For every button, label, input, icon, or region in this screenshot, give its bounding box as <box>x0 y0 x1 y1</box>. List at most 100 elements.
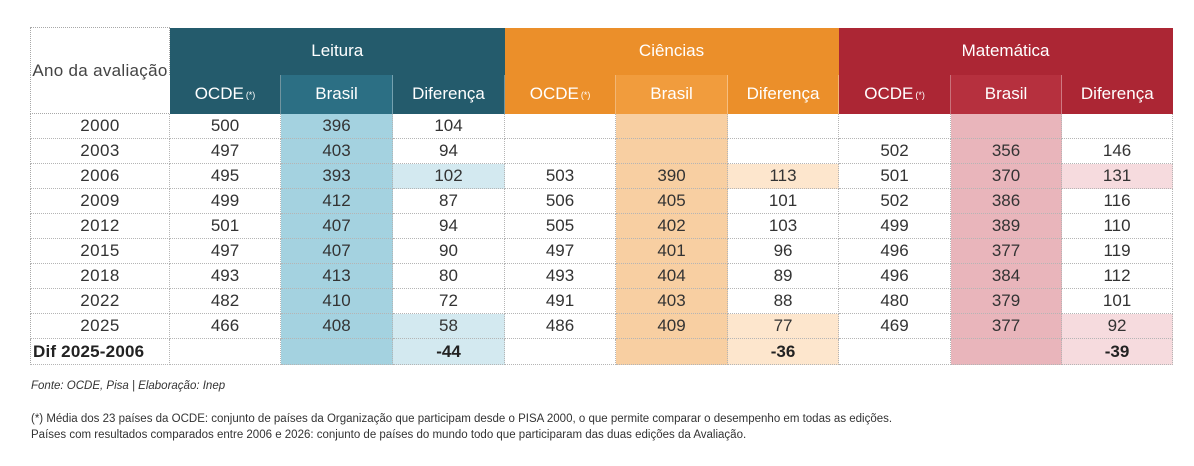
cell-lei-brasil <box>280 338 393 365</box>
cell-mat-brasil: 377 <box>950 313 1063 339</box>
source-note: Fonte: OCDE, Pisa | Elaboração: Inep <box>31 380 226 392</box>
cell-lei-diferenca: 94 <box>392 213 506 239</box>
table-row: 2012 501 407 94 505 402 103 499 389 110 <box>30 213 1174 239</box>
year-cell: 2018 <box>30 263 170 289</box>
cell-mat-diferenca: 101 <box>1061 288 1174 314</box>
footnote-mark: (*) <box>580 90 591 101</box>
cell-mat-brasil: 379 <box>950 288 1063 314</box>
cell-mat-diferenca: 112 <box>1061 263 1174 289</box>
cell-mat-ocde: 480 <box>838 288 952 314</box>
cell-lei-diferenca: 72 <box>392 288 506 314</box>
cell-cie-brasil: 405 <box>615 188 729 214</box>
cell-cie-ocde <box>504 138 617 164</box>
year-cell: Dif 2025-2006 <box>30 338 170 365</box>
cell-mat-diferenca: 131 <box>1061 163 1174 189</box>
cell-lei-brasil: 410 <box>280 288 393 314</box>
cell-lei-brasil: 408 <box>280 313 393 339</box>
col-header-ocde: OCDE (*) <box>504 75 616 114</box>
cell-cie-ocde: 491 <box>504 288 617 314</box>
col-header-ocde: OCDE (*) <box>169 75 281 114</box>
cell-cie-brasil <box>615 338 729 365</box>
cell-mat-ocde: 496 <box>838 263 952 289</box>
cell-lei-diferenca: 87 <box>392 188 506 214</box>
cell-mat-brasil: 370 <box>950 163 1063 189</box>
cell-mat-ocde: 502 <box>838 138 952 164</box>
footnote-mark: (*) <box>915 90 925 101</box>
cell-mat-diferenca: 119 <box>1061 238 1174 264</box>
cell-lei-brasil: 396 <box>280 113 393 139</box>
table-row: 2025 466 408 58 486 409 77 469 377 92 <box>30 313 1174 339</box>
cell-cie-diferenca: 88 <box>727 288 840 314</box>
table-row: 2018 493 413 80 493 404 89 496 384 112 <box>30 263 1174 289</box>
year-cell: 2006 <box>30 163 170 189</box>
cell-lei-brasil: 407 <box>280 238 393 264</box>
cell-mat-brasil: 389 <box>950 213 1063 239</box>
cell-mat-ocde <box>838 338 952 365</box>
cell-mat-brasil: 386 <box>950 188 1063 214</box>
cell-cie-ocde: 506 <box>504 188 617 214</box>
table-row: 2000 500 396 104 <box>30 113 1174 139</box>
cell-lei-brasil: 412 <box>280 188 393 214</box>
cell-mat-ocde: 496 <box>838 238 952 264</box>
year-cell: 2003 <box>30 138 170 164</box>
table-row: 2022 482 410 72 491 403 88 480 379 101 <box>30 288 1174 314</box>
col-header-brasil: Brasil <box>950 75 1062 114</box>
cell-mat-ocde: 501 <box>838 163 952 189</box>
cell-cie-diferenca: -36 <box>727 338 840 365</box>
cell-cie-brasil: 402 <box>615 213 729 239</box>
year-cell: 2022 <box>30 288 170 314</box>
cell-mat-diferenca: 146 <box>1061 138 1174 164</box>
year-cell: 2009 <box>30 188 170 214</box>
cell-cie-diferenca <box>727 113 840 139</box>
cell-cie-brasil <box>615 138 729 164</box>
cell-cie-diferenca: 89 <box>727 263 840 289</box>
cell-lei-ocde: 499 <box>169 188 281 214</box>
cell-cie-ocde: 497 <box>504 238 617 264</box>
cell-lei-ocde: 497 <box>169 138 281 164</box>
cell-lei-brasil: 393 <box>280 163 393 189</box>
cell-cie-diferenca: 113 <box>727 163 840 189</box>
cell-lei-ocde <box>169 338 281 365</box>
cell-mat-ocde: 469 <box>838 313 952 339</box>
footnote-1: (*) Média dos 23 países da OCDE: conjunt… <box>31 413 893 425</box>
cell-cie-ocde: 486 <box>504 313 617 339</box>
cell-mat-diferenca: 92 <box>1061 313 1174 339</box>
year-cell: 2000 <box>30 113 170 139</box>
cell-cie-ocde: 503 <box>504 163 617 189</box>
col-header-ocde-label: OCDE <box>194 84 244 104</box>
cell-mat-brasil <box>950 113 1063 139</box>
cell-cie-brasil: 401 <box>615 238 729 264</box>
table-row: 2009 499 412 87 506 405 101 502 386 116 <box>30 188 1174 214</box>
cell-lei-diferenca: -44 <box>392 338 506 365</box>
cell-cie-ocde <box>504 338 617 365</box>
col-header-ocde: OCDE (*) <box>838 75 951 114</box>
cell-cie-brasil <box>615 113 729 139</box>
difference-row: Dif 2025-2006 -44 -36 -39 <box>30 338 1174 365</box>
cell-cie-diferenca: 96 <box>727 238 840 264</box>
cell-lei-ocde: 501 <box>169 213 281 239</box>
cell-lei-diferenca: 102 <box>392 163 506 189</box>
cell-cie-brasil: 409 <box>615 313 729 339</box>
table-row: 2006 495 393 102 503 390 113 501 370 131 <box>30 163 1174 189</box>
cell-lei-ocde: 482 <box>169 288 281 314</box>
cell-mat-brasil: 384 <box>950 263 1063 289</box>
cell-mat-ocde: 499 <box>838 213 952 239</box>
cell-lei-brasil: 413 <box>280 263 393 289</box>
cell-mat-diferenca: 116 <box>1061 188 1174 214</box>
year-cell: 2025 <box>30 313 170 339</box>
table-row: 2003 497 403 94 502 356 146 <box>30 138 1174 164</box>
col-header-brasil: Brasil <box>615 75 728 114</box>
cell-cie-diferenca: 101 <box>727 188 840 214</box>
group-header-matematica: Matemática <box>838 27 1173 76</box>
cell-mat-ocde: 502 <box>838 188 952 214</box>
cell-lei-ocde: 500 <box>169 113 281 139</box>
cell-cie-ocde <box>504 113 617 139</box>
cell-lei-diferenca: 90 <box>392 238 506 264</box>
cell-cie-diferenca: 103 <box>727 213 840 239</box>
group-header-leitura: Leitura <box>169 27 505 76</box>
pisa-results-table: Ano da avaliação Leitura Ciências Matemá… <box>30 27 1174 365</box>
cell-mat-brasil: 377 <box>950 238 1063 264</box>
col-header-diferenca: Diferença <box>727 75 839 114</box>
cell-mat-diferenca: -39 <box>1061 338 1174 365</box>
footnote-2: Países com resultados comparados entre 2… <box>31 429 747 441</box>
